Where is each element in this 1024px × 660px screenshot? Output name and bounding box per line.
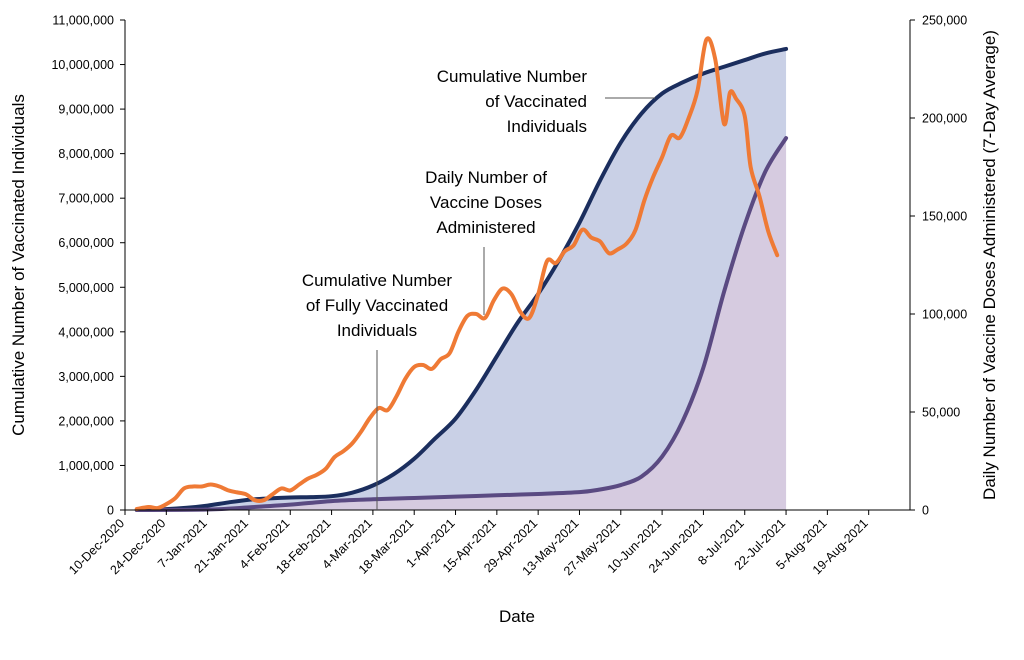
left-tick-label: 4,000,000 [58, 325, 114, 339]
annotation-fully-vaccinated-line-3: Individuals [337, 321, 417, 340]
line-layer [134, 36, 789, 512]
axes-layer [124, 20, 911, 511]
left-tick-label: 9,000,000 [58, 103, 114, 117]
annotation-vaccinated-line-3: Individuals [507, 117, 587, 136]
area-layer [125, 48, 787, 511]
right-tick-label: 100,000 [922, 308, 967, 322]
area-fully-vaccinated [125, 138, 787, 511]
annotation-layer: Cumulative Number of Vaccinated Individual… [302, 67, 655, 510]
left-tick-label: 1,000,000 [58, 459, 114, 473]
annotation-daily-doses-line-2: Vaccine Doses [430, 193, 542, 212]
left-tick-label: 10,000,000 [51, 58, 114, 72]
left-axis-title: Cumulative Number of Vaccinated Individu… [9, 94, 28, 436]
left-tick-label: 6,000,000 [58, 236, 114, 250]
annotation-vaccinated-line-2: of Vaccinated [485, 92, 587, 111]
right-tick-label: 250,000 [922, 14, 967, 28]
annotation-fully-vaccinated-line-1: Cumulative Number [302, 271, 453, 290]
annotation-daily-doses-line-3: Administered [436, 218, 535, 237]
x-axis-title: Date [499, 607, 535, 626]
left-tick-label: 11,000,000 [52, 14, 114, 28]
left-tick-label: 0 [107, 504, 114, 518]
line-daily-doses [134, 36, 780, 512]
annotation-vaccinated-line-1: Cumulative Number [437, 67, 588, 86]
right-tick-label: 50,000 [922, 406, 960, 420]
left-tick-label: 2,000,000 [58, 414, 114, 428]
line-cumulative-fully-vaccinated [134, 136, 789, 512]
area-vaccinated [125, 48, 787, 510]
annotation-fully-vaccinated-line-2: of Fully Vaccinated [306, 296, 448, 315]
right-axis-title: Daily Number of Vaccine Doses Administer… [980, 30, 999, 500]
annotation-daily-doses-line-1: Daily Number of [425, 168, 547, 187]
left-tick-label: 5,000,000 [58, 281, 114, 295]
right-tick-label: 0 [922, 504, 929, 518]
left-tick-label: 7,000,000 [58, 192, 114, 206]
left-tick-label: 3,000,000 [58, 370, 114, 384]
right-tick-label: 150,000 [922, 210, 967, 224]
left-tick-label: 8,000,000 [58, 147, 114, 161]
right-tick-label: 200,000 [922, 112, 967, 126]
